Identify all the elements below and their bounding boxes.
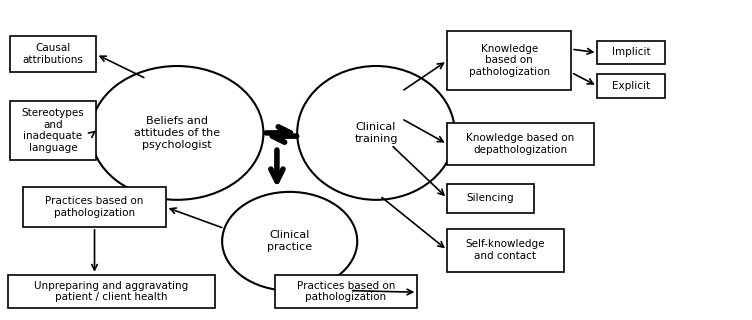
Text: Implicit: Implicit — [612, 47, 650, 58]
Text: Causal
attributions: Causal attributions — [23, 43, 83, 65]
FancyBboxPatch shape — [10, 101, 96, 160]
Text: Clinical
practice: Clinical practice — [267, 230, 312, 252]
Text: Explicit: Explicit — [612, 81, 650, 91]
Text: Beliefs and
attitudes of the
psychologist: Beliefs and attitudes of the psychologis… — [134, 116, 220, 149]
FancyBboxPatch shape — [8, 275, 214, 308]
Text: Clinical
training: Clinical training — [354, 122, 398, 144]
Ellipse shape — [297, 66, 455, 200]
FancyBboxPatch shape — [23, 187, 166, 227]
Text: Stereotypes
and
inadequate
language: Stereotypes and inadequate language — [22, 108, 84, 153]
FancyBboxPatch shape — [447, 31, 572, 90]
FancyBboxPatch shape — [10, 36, 96, 72]
Ellipse shape — [222, 192, 357, 291]
FancyBboxPatch shape — [597, 41, 665, 64]
FancyBboxPatch shape — [274, 275, 417, 308]
Text: Practices based on
pathologization: Practices based on pathologization — [297, 281, 395, 302]
Ellipse shape — [91, 66, 263, 200]
FancyBboxPatch shape — [447, 228, 564, 271]
Text: Knowledge
based on
pathologization: Knowledge based on pathologization — [468, 44, 550, 77]
Text: Silencing: Silencing — [467, 193, 514, 203]
FancyBboxPatch shape — [447, 123, 593, 165]
FancyBboxPatch shape — [447, 184, 534, 212]
Text: Unpreparing and aggravating
patient / client health: Unpreparing and aggravating patient / cl… — [35, 281, 189, 302]
Text: Knowledge based on
depathologization: Knowledge based on depathologization — [466, 133, 575, 155]
Text: Practices based on
pathologization: Practices based on pathologization — [45, 196, 144, 218]
FancyBboxPatch shape — [597, 74, 665, 98]
Text: Self-knowledge
and contact: Self-knowledge and contact — [465, 239, 545, 261]
